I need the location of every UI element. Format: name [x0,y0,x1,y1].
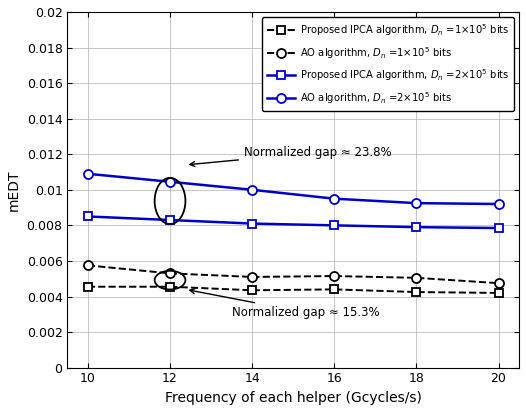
Proposed IPCA algorithm, $D_n$ =1×10$^5$ bits [249,288,255,293]
AO algorithm, $D_n$ =1×10$^5$ bits [495,281,502,286]
Text: Normalized gap ≈ 23.8%: Normalized gap ≈ 23.8% [190,146,391,166]
Proposed IPCA algorithm, $D_n$ =1×10$^5$ bits [85,284,91,289]
AO algorithm, $D_n$ =1×10$^5$ bits [249,274,255,279]
Proposed IPCA algorithm, $D_n$ =2×10$^5$ bits [331,223,337,228]
Line: Proposed IPCA algorithm, $D_n$ =1×10$^5$ bits: Proposed IPCA algorithm, $D_n$ =1×10$^5$… [84,283,502,297]
Proposed IPCA algorithm, $D_n$ =1×10$^5$ bits [413,290,420,295]
Proposed IPCA algorithm, $D_n$ =2×10$^5$ bits [413,225,420,229]
AO algorithm, $D_n$ =1×10$^5$ bits [85,263,91,268]
Proposed IPCA algorithm, $D_n$ =2×10$^5$ bits [85,214,91,219]
Line: Proposed IPCA algorithm, $D_n$ =2×10$^5$ bits: Proposed IPCA algorithm, $D_n$ =2×10$^5$… [84,213,502,232]
AO algorithm, $D_n$ =1×10$^5$ bits [331,274,337,279]
AO algorithm, $D_n$ =2×10$^5$ bits [413,201,420,206]
AO algorithm, $D_n$ =2×10$^5$ bits [249,187,255,192]
Y-axis label: mEDT: mEDT [7,169,21,211]
Line: AO algorithm, $D_n$ =1×10$^5$ bits: AO algorithm, $D_n$ =1×10$^5$ bits [84,261,503,288]
X-axis label: Frequency of each helper (Gcycles/s): Frequency of each helper (Gcycles/s) [165,391,422,405]
Proposed IPCA algorithm, $D_n$ =2×10$^5$ bits [495,225,502,230]
AO algorithm, $D_n$ =2×10$^5$ bits [167,179,173,184]
AO algorithm, $D_n$ =1×10$^5$ bits [167,271,173,276]
Legend: Proposed IPCA algorithm, $D_n$ =1×10$^5$ bits, AO algorithm, $D_n$ =1×10$^5$ bit: Proposed IPCA algorithm, $D_n$ =1×10$^5$… [261,17,514,111]
Proposed IPCA algorithm, $D_n$ =2×10$^5$ bits [167,218,173,222]
Line: AO algorithm, $D_n$ =2×10$^5$ bits: AO algorithm, $D_n$ =2×10$^5$ bits [84,169,503,208]
Proposed IPCA algorithm, $D_n$ =1×10$^5$ bits [495,290,502,295]
AO algorithm, $D_n$ =2×10$^5$ bits [495,201,502,206]
Proposed IPCA algorithm, $D_n$ =1×10$^5$ bits [331,287,337,292]
AO algorithm, $D_n$ =1×10$^5$ bits [413,275,420,280]
Proposed IPCA algorithm, $D_n$ =1×10$^5$ bits [167,284,173,289]
Proposed IPCA algorithm, $D_n$ =2×10$^5$ bits [249,221,255,226]
AO algorithm, $D_n$ =2×10$^5$ bits [85,171,91,176]
Text: Normalized gap ≈ 15.3%: Normalized gap ≈ 15.3% [190,289,379,319]
AO algorithm, $D_n$ =2×10$^5$ bits [331,196,337,201]
